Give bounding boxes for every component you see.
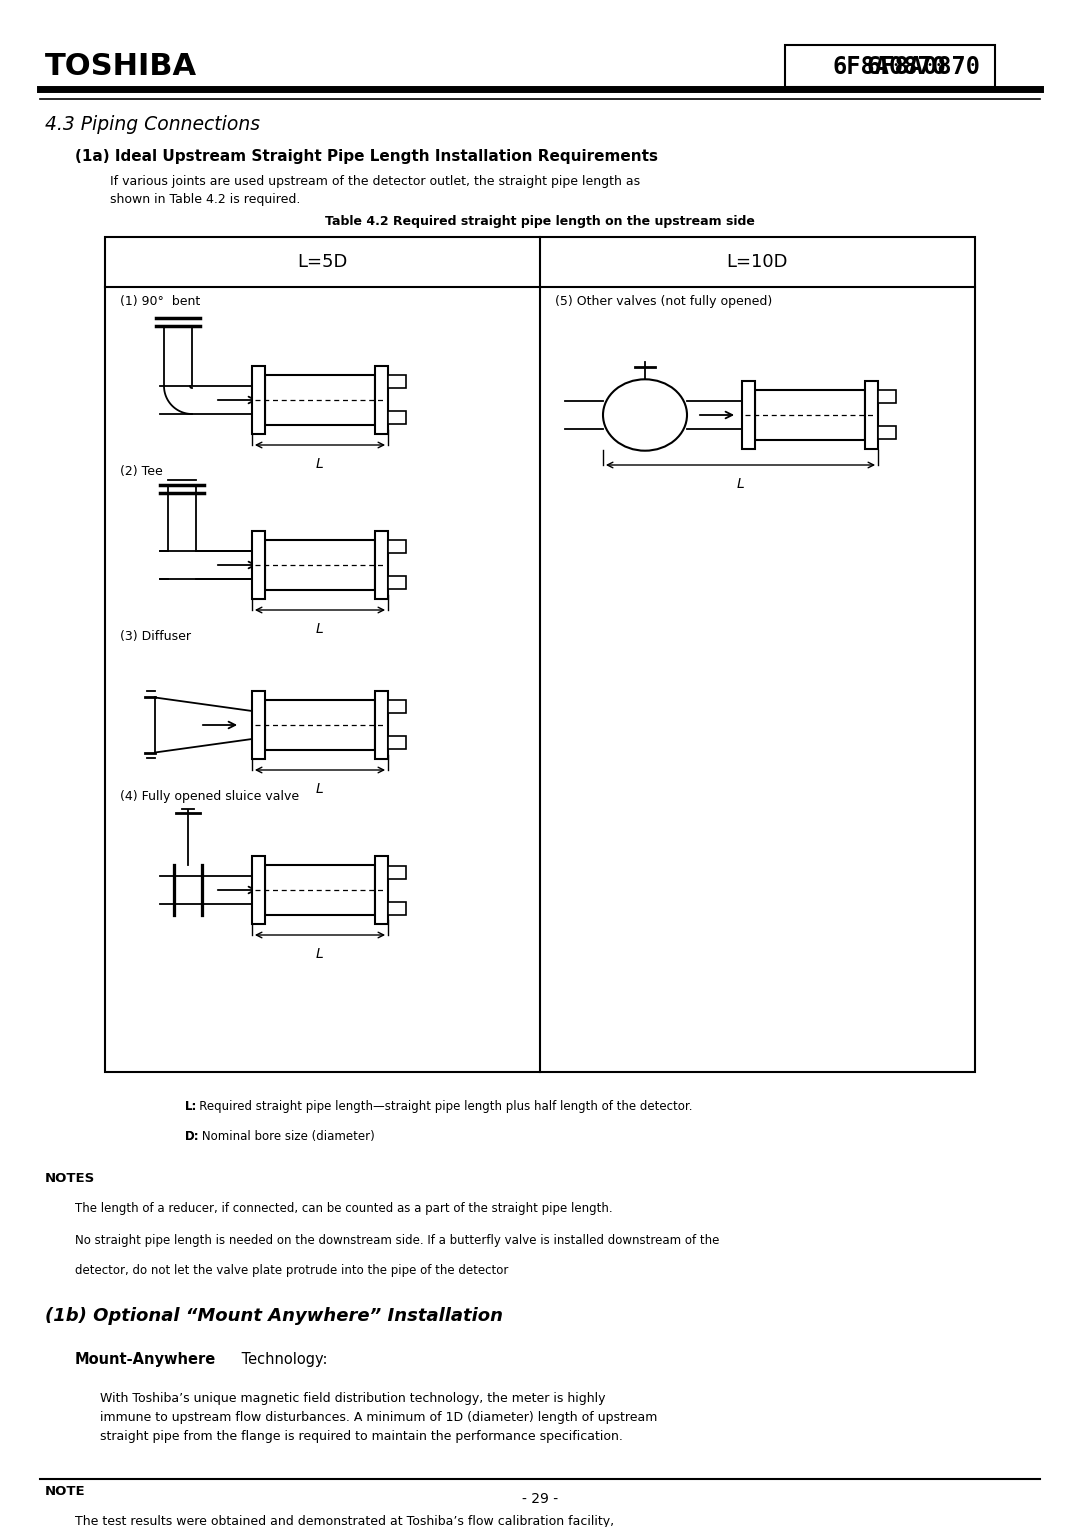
Text: Technology:: Technology: [237,1351,327,1367]
Bar [265,541,375,589]
Text: L: L [316,947,324,960]
Text: L: Required straight pipe length—straight pipe length plus half length of the de: L: Required straight pipe length—straigh… [185,1099,692,1113]
Bar [375,531,388,599]
Text: Table 4.2 Required straight pipe length on the upstream side: Table 4.2 Required straight pipe length … [325,215,755,228]
Bar [388,376,406,388]
Text: L=5D: L=5D [297,253,348,270]
Text: NOTE: NOTE [45,1484,85,1498]
Bar [375,857,388,924]
Text: L: L [316,457,324,470]
Bar [388,866,406,878]
Bar [252,692,265,759]
Ellipse shape [603,379,687,450]
Bar [865,382,878,449]
Text: 6F8A0870: 6F8A0870 [833,55,947,79]
Text: (2) Tee: (2) Tee [120,466,163,478]
Bar [388,577,406,589]
Text: If various joints are used upstream of the detector outlet, the straight pipe le: If various joints are used upstream of t… [110,176,640,206]
Bar [375,692,388,759]
Text: (1b) Optional “Mount Anywhere” Installation: (1b) Optional “Mount Anywhere” Installat… [45,1307,503,1325]
Text: The length of a reducer, if connected, can be counted as a part of the straight : The length of a reducer, if connected, c… [75,1202,612,1215]
Text: (5) Other valves (not fully opened): (5) Other valves (not fully opened) [555,295,772,308]
Text: The test results were obtained and demonstrated at Toshiba’s flow calibration fa: The test results were obtained and demon… [75,1515,615,1527]
Text: D: Nominal bore size (diameter): D: Nominal bore size (diameter) [185,1130,375,1144]
Text: L: L [316,621,324,637]
Bar [265,376,375,425]
Bar [252,531,265,599]
Text: L:: L: [185,1099,198,1113]
Bar [105,237,975,1072]
Text: Mount-Anywhere: Mount-Anywhere [75,1351,216,1367]
Bar [388,701,406,713]
Bar [388,736,406,750]
Bar [388,411,406,425]
Bar [742,382,755,449]
Text: (1a) Ideal Upstream Straight Pipe Length Installation Requirements: (1a) Ideal Upstream Straight Pipe Length… [75,150,658,163]
Text: TOSHIBA: TOSHIBA [45,52,198,81]
Text: L: L [737,476,744,492]
Text: - 29 -: - 29 - [522,1492,558,1506]
Text: (4) Fully opened sluice valve: (4) Fully opened sluice valve [120,789,299,803]
Bar [755,389,865,440]
Text: 4.3 Piping Connections: 4.3 Piping Connections [45,115,260,134]
Text: With Toshiba’s unique magnetic field distribution technology, the meter is highl: With Toshiba’s unique magnetic field dis… [100,1393,658,1443]
Bar [375,366,388,434]
Bar [878,391,896,403]
Text: L=10D: L=10D [727,253,788,270]
Text: (3) Diffuser: (3) Diffuser [120,631,191,643]
Text: L: L [316,782,324,796]
Bar [265,699,375,750]
Bar [388,541,406,553]
Bar [388,901,406,915]
Bar [785,44,995,87]
Text: 6F8A0870: 6F8A0870 [866,55,980,79]
Bar [252,857,265,924]
Text: (1) 90°  bent: (1) 90° bent [120,295,200,308]
Bar [878,426,896,440]
Bar [265,864,375,915]
Text: detector, do not let the valve plate protrude into the pipe of the detector: detector, do not let the valve plate pro… [75,1264,509,1277]
Text: D:: D: [185,1130,200,1144]
Bar [252,366,265,434]
Text: No straight pipe length is needed on the downstream side. If a butterfly valve i: No straight pipe length is needed on the… [75,1234,719,1248]
Text: NOTES: NOTES [45,1173,95,1185]
